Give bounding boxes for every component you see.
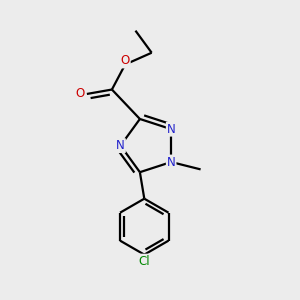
Text: N: N (116, 139, 125, 152)
Text: N: N (167, 155, 176, 169)
Text: O: O (121, 55, 130, 68)
Text: O: O (76, 88, 85, 100)
Text: Cl: Cl (139, 255, 150, 268)
Text: N: N (167, 123, 176, 136)
